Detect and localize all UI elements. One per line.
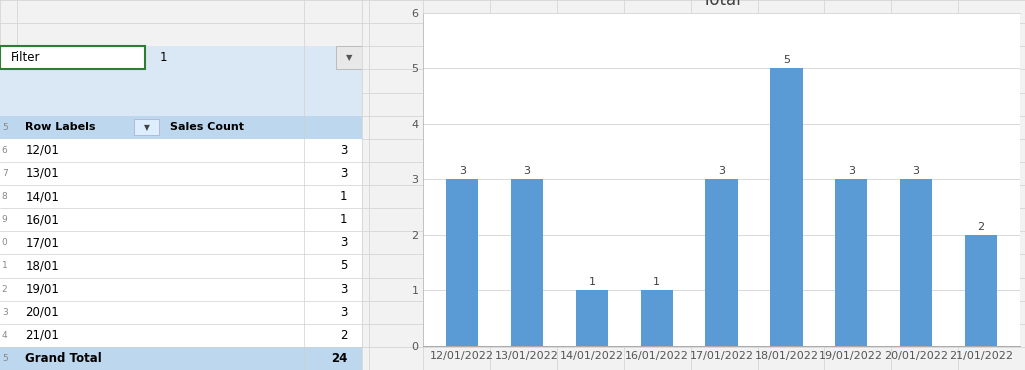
Text: 21/01: 21/01	[26, 329, 59, 342]
Text: 1: 1	[159, 51, 167, 64]
Text: 5: 5	[783, 55, 790, 65]
Text: 2: 2	[340, 329, 347, 342]
Bar	[0, 208, 362, 231]
Text: 1: 1	[2, 262, 7, 270]
Bar	[0, 231, 362, 255]
Text: 6: 6	[2, 146, 7, 155]
Text: 3: 3	[340, 306, 347, 319]
Text: 2: 2	[978, 222, 985, 232]
Text: Sales Count: Sales Count	[170, 122, 244, 132]
Text: 19/01: 19/01	[26, 283, 59, 296]
Bar	[770, 68, 803, 346]
Bar	[145, 46, 362, 70]
Text: 16/01: 16/01	[26, 213, 59, 226]
Bar	[576, 290, 608, 346]
Bar	[900, 179, 933, 346]
Bar	[835, 179, 867, 346]
Text: 1: 1	[340, 190, 347, 203]
Bar	[0, 46, 145, 70]
Bar	[0, 324, 362, 347]
Text: 17/01: 17/01	[26, 236, 59, 249]
Text: ▼: ▼	[345, 53, 353, 62]
Bar	[0, 278, 362, 300]
Bar	[705, 179, 738, 346]
Text: 3: 3	[848, 166, 855, 176]
Text: Grand Total: Grand Total	[26, 352, 103, 365]
Bar	[0, 255, 362, 278]
Text: 14/01: 14/01	[26, 190, 59, 203]
Text: Row Labels: Row Labels	[26, 122, 95, 132]
Text: 18/01: 18/01	[26, 259, 59, 272]
Bar	[510, 179, 543, 346]
Text: 3: 3	[459, 166, 465, 176]
Text: 1: 1	[340, 213, 347, 226]
Text: 7: 7	[2, 169, 7, 178]
Text: Filter: Filter	[11, 51, 40, 64]
Bar	[0, 70, 362, 115]
Text: 4: 4	[2, 331, 7, 340]
Bar	[446, 179, 479, 346]
Bar	[0, 347, 362, 370]
Bar	[134, 119, 159, 135]
Text: ▼: ▼	[144, 123, 150, 132]
Bar	[641, 290, 673, 346]
Text: 20/01: 20/01	[26, 306, 59, 319]
Bar	[0, 139, 362, 162]
Bar	[0, 300, 362, 324]
Text: 13/01: 13/01	[26, 167, 59, 180]
Text: 3: 3	[340, 144, 347, 157]
Bar	[336, 46, 362, 70]
Text: 3: 3	[912, 166, 919, 176]
Text: 5: 5	[2, 123, 7, 132]
Bar	[0, 185, 362, 208]
Title: Total: Total	[702, 0, 741, 9]
Text: 12/01: 12/01	[26, 144, 59, 157]
Text: 9: 9	[2, 215, 7, 224]
Text: 24: 24	[331, 352, 347, 365]
Text: 8: 8	[2, 192, 7, 201]
Text: 3: 3	[524, 166, 531, 176]
Bar	[965, 235, 997, 346]
Text: 1: 1	[653, 277, 660, 287]
Text: 3: 3	[340, 167, 347, 180]
Text: 3: 3	[340, 283, 347, 296]
Text: 3: 3	[2, 308, 7, 317]
Text: 5: 5	[340, 259, 347, 272]
Bar	[0, 115, 362, 139]
Text: 5: 5	[2, 354, 7, 363]
Text: 1: 1	[588, 277, 596, 287]
Text: 3: 3	[719, 166, 725, 176]
Text: 0: 0	[2, 238, 7, 247]
Bar	[0, 162, 362, 185]
Text: 3: 3	[340, 236, 347, 249]
Text: 2: 2	[2, 285, 7, 293]
